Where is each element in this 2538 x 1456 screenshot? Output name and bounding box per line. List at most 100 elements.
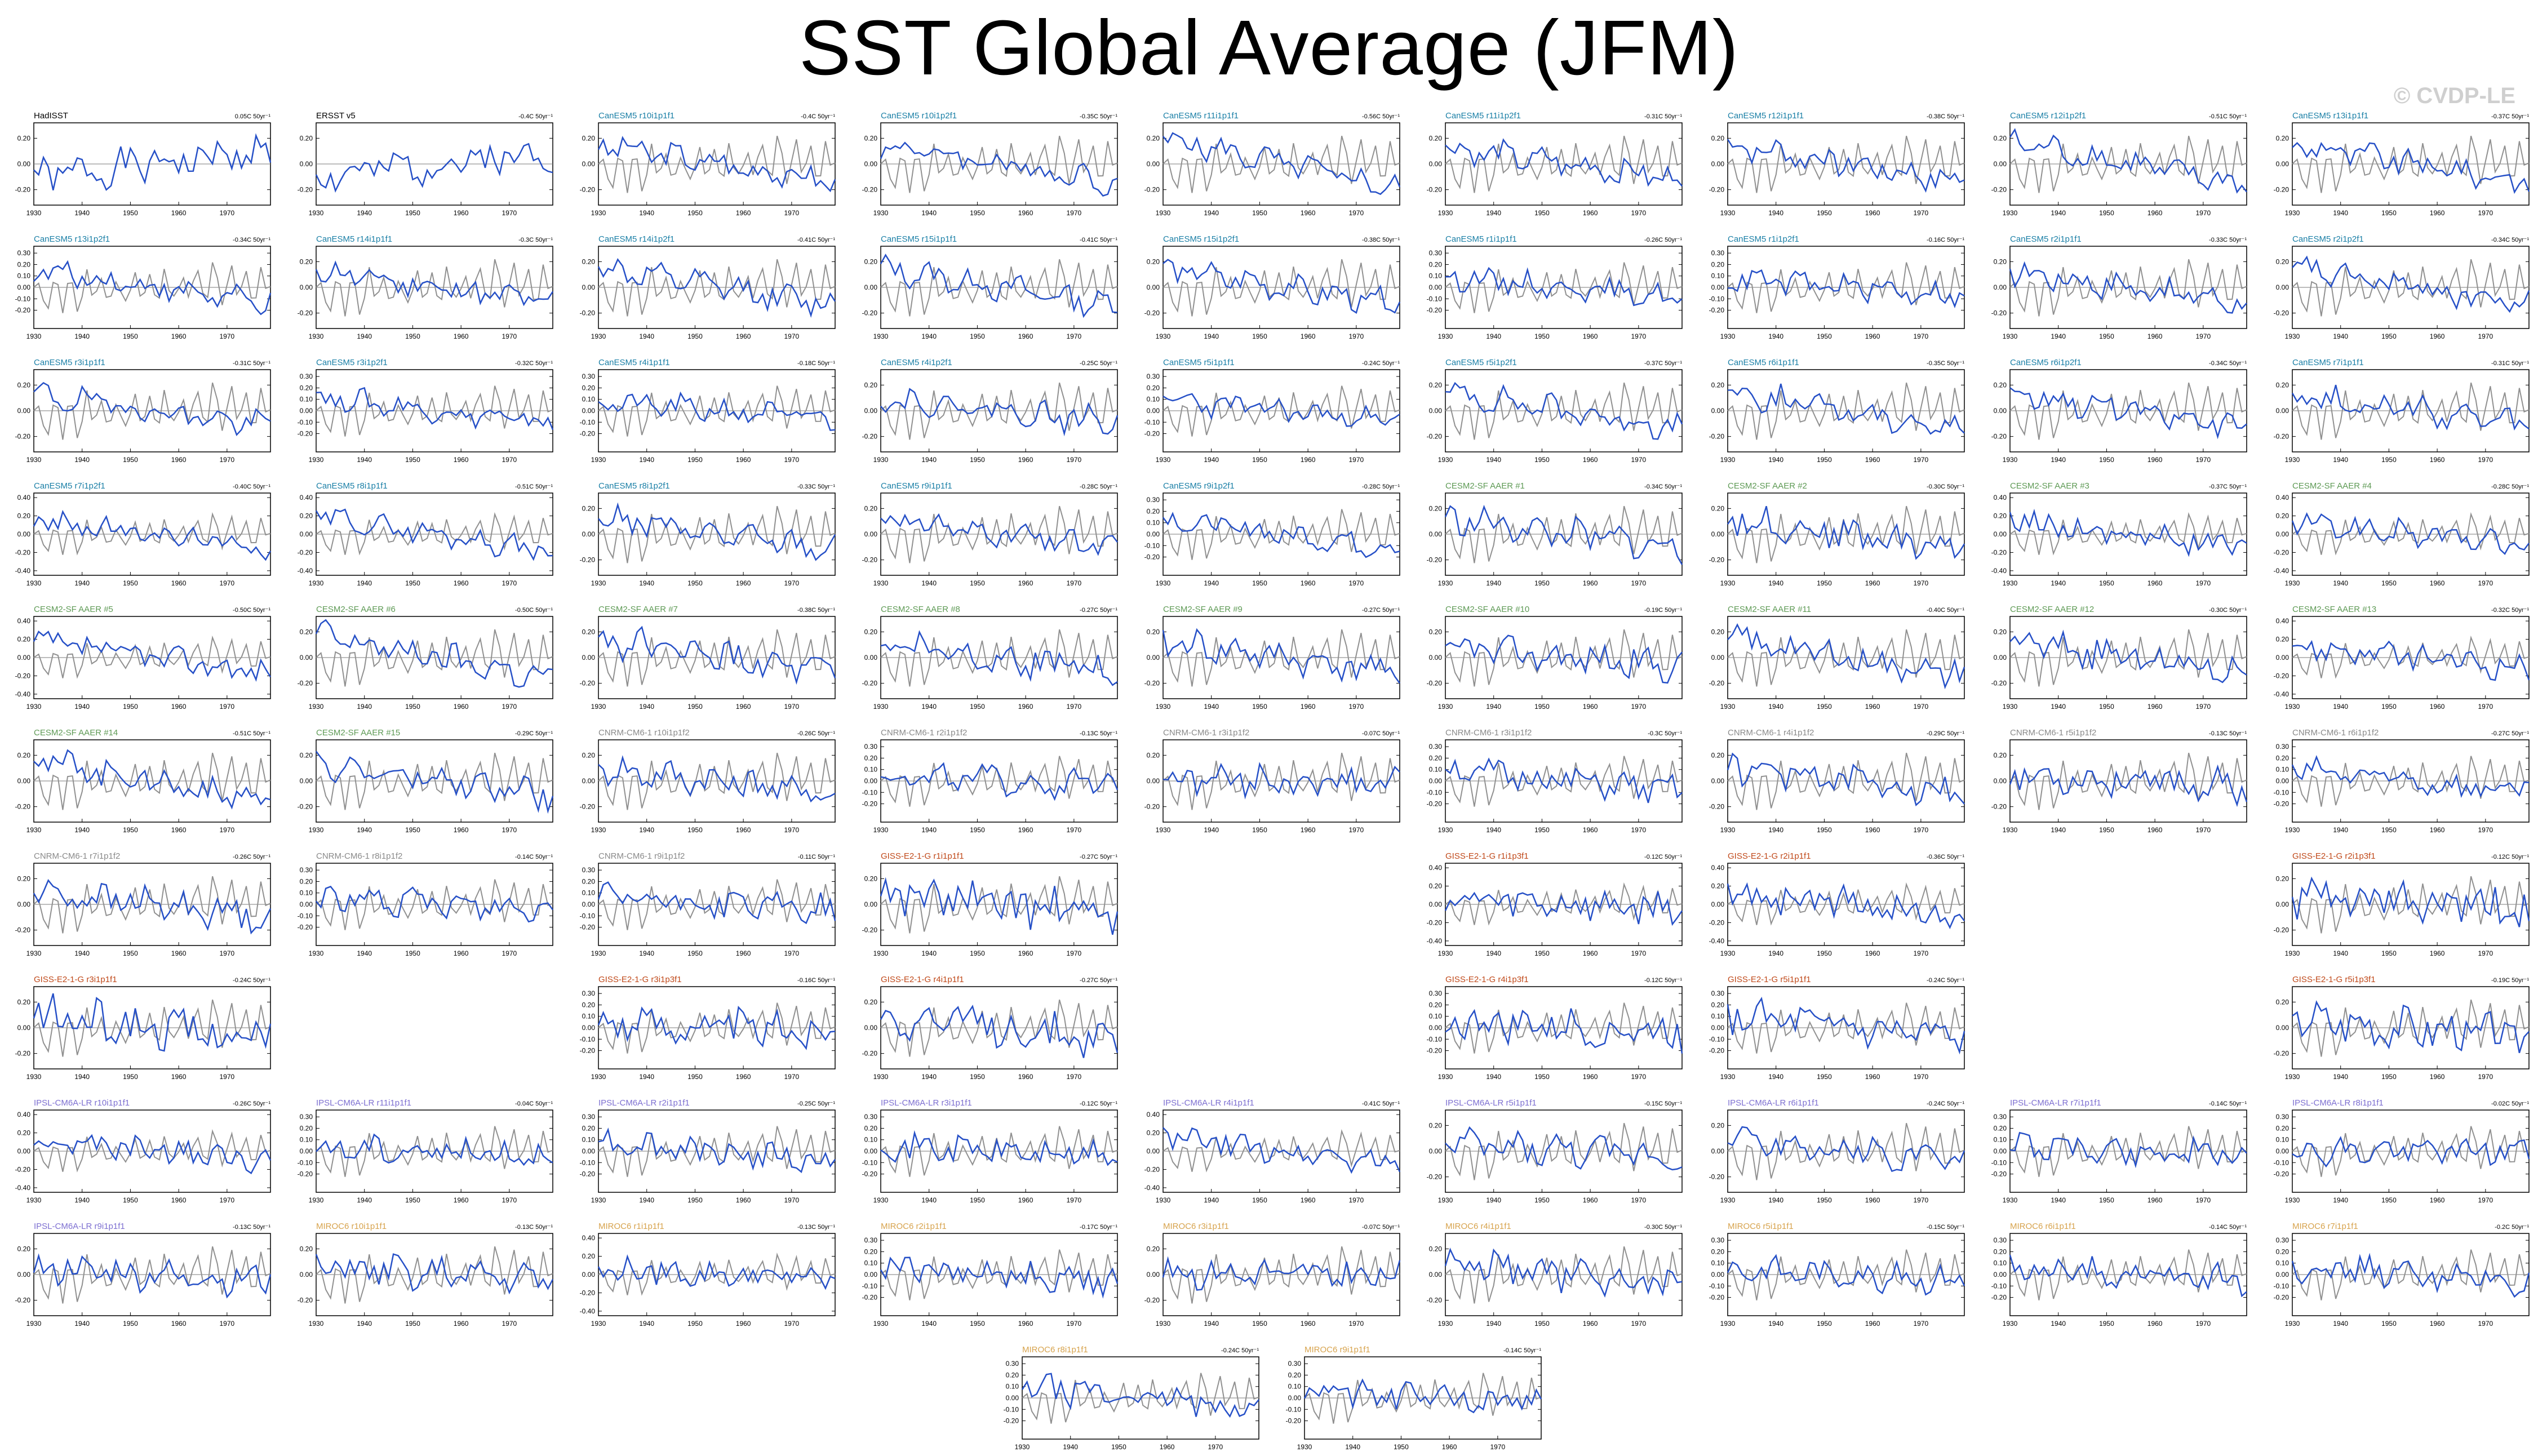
- x-tick-label: 1960: [1865, 456, 1880, 464]
- obs-series-line: [598, 135, 836, 193]
- y-tick-label: -0.20: [862, 186, 878, 194]
- y-tick-label: -0.20: [862, 1294, 878, 1302]
- x-tick-label: 1950: [687, 579, 703, 587]
- x-tick-label: 1950: [123, 826, 138, 834]
- y-tick-label: 0.20: [1147, 384, 1160, 392]
- panel-trend: -0.28C 50yr⁻¹: [1080, 483, 1117, 490]
- x-tick-label: 1960: [2430, 826, 2445, 834]
- y-tick-label: 0.00: [2276, 1147, 2289, 1155]
- timeseries-panel: CanESM5 r7i1p1f1 -0.31C 50yr⁻¹ 0.20 0.00 -0.…: [2274, 358, 2530, 464]
- y-tick-label: -0.40: [1991, 567, 2007, 575]
- y-tick-label: 0.20: [1994, 1124, 2007, 1132]
- series-line: [33, 133, 272, 191]
- y-tick-label: 0.30: [582, 1113, 596, 1121]
- y-tick-label: -0.10: [1004, 1405, 1019, 1413]
- y-tick-label: -0.20: [1991, 433, 2007, 441]
- x-tick-label: 1930: [2003, 579, 2018, 587]
- x-tick-label: 1960: [2147, 456, 2163, 464]
- y-tick-label: -0.40: [15, 690, 31, 698]
- panel-trend: -0.51C 50yr⁻¹: [2209, 113, 2247, 120]
- y-tick-label: -0.40: [2274, 690, 2289, 698]
- x-tick-label: 1940: [921, 332, 937, 340]
- panel-label: IPSL-CM6A-LR r4i1p1f1: [1163, 1098, 1254, 1108]
- panel-trend: -0.4C 50yr⁻¹: [518, 113, 553, 120]
- y-tick-label: 0.40: [1994, 494, 2007, 501]
- x-tick-label: 1930: [1438, 949, 1453, 957]
- x-tick-label: 1940: [1768, 1320, 1783, 1328]
- panel-trend: -0.31C 50yr⁻¹: [233, 360, 270, 367]
- series-line: [33, 509, 272, 561]
- x-tick-label: 1940: [74, 826, 90, 834]
- y-tick-label: -0.20: [2274, 433, 2289, 441]
- y-tick-label: -0.20: [1427, 800, 1443, 808]
- x-tick-label: 1930: [2285, 456, 2300, 464]
- obs-series-line: [1727, 382, 1965, 440]
- panel-trend: -0.17C 50yr⁻¹: [1080, 1224, 1117, 1231]
- y-tick-label: 0.00: [2276, 1271, 2289, 1279]
- x-tick-label: 1940: [357, 949, 372, 957]
- y-tick-label: -0.20: [1427, 1173, 1443, 1181]
- obs-series-line: [598, 385, 836, 437]
- panel-label: CESM2-SF AAER #5: [34, 605, 113, 614]
- x-tick-label: 1930: [1156, 579, 1171, 587]
- x-tick-label: 1970: [502, 456, 517, 464]
- obs-series-line: [33, 382, 271, 440]
- y-tick-label: 0.00: [1711, 1271, 1725, 1279]
- x-tick-label: 1970: [2478, 332, 2493, 340]
- y-tick-label: -0.20: [1144, 803, 1160, 811]
- y-tick-label: -0.10: [2274, 1282, 2289, 1290]
- x-tick-label: 1960: [2430, 1196, 2445, 1204]
- timeseries-panel: GISS-E2-1-G r4i1p3f1 -0.12C 50yr⁻¹ 0.30 0.2…: [1427, 975, 1683, 1081]
- obs-series-line: [1727, 1122, 1965, 1180]
- y-tick-label: -0.20: [2274, 548, 2289, 556]
- panel-trend: -0.24C 50yr⁻¹: [1927, 977, 1964, 984]
- y-tick-label: -0.40: [1427, 937, 1443, 945]
- x-tick-label: 1940: [639, 1073, 654, 1081]
- panel-label: IPSL-CM6A-LR r6i1p1f1: [1728, 1098, 1819, 1108]
- obs-series-line: [2009, 629, 2247, 687]
- obs-series-line: [880, 629, 1118, 687]
- x-tick-label: 1940: [1486, 209, 1501, 217]
- timeseries-panel: CNRM-CM6-1 r5i1p1f2 -0.13C 50yr⁻¹ 0.20 0.00…: [1991, 728, 2248, 834]
- panel-label: CanESM5 r2i1p2f1: [2292, 234, 2364, 244]
- x-tick-label: 1930: [1720, 456, 1736, 464]
- x-tick-label: 1930: [309, 826, 324, 834]
- x-tick-label: 1970: [2196, 826, 2211, 834]
- timeseries-panel: CanESM5 r8i1p1f1 -0.51C 50yr⁻¹ 0.40 0.20 0.0…: [298, 481, 553, 587]
- y-tick-label: -0.20: [15, 433, 31, 441]
- x-tick-label: 1960: [1301, 332, 1316, 340]
- panel-trend: -0.19C 50yr⁻¹: [1644, 607, 1682, 614]
- obs-series-line: [1162, 1246, 1400, 1304]
- timeseries-panel: CESM2-SF AAER #6 -0.50C 50yr⁻¹ 0.20 0.00 -0.…: [298, 605, 553, 711]
- x-tick-label: 1960: [2430, 456, 2445, 464]
- x-tick-label: 1940: [357, 579, 372, 587]
- x-tick-label: 1970: [1631, 826, 1647, 834]
- y-tick-label: -0.20: [862, 800, 878, 808]
- y-tick-label: 0.00: [17, 407, 31, 415]
- series-line: [1445, 381, 1683, 440]
- series-line: [1162, 512, 1400, 558]
- y-tick-label: 0.30: [17, 249, 31, 257]
- obs-series-line: [1445, 1002, 1683, 1054]
- panel-trend: -0.15C 50yr⁻¹: [1927, 1224, 1964, 1231]
- y-tick-label: 0.20: [582, 751, 596, 759]
- x-tick-label: 1960: [454, 1196, 469, 1204]
- panel-label: CESM2-SF AAER #14: [34, 728, 118, 738]
- timeseries-panel: MIROC6 r6i1p1f1 -0.14C 50yr⁻¹ 0.30 0.20 0.10…: [1991, 1222, 2247, 1328]
- series-line: [1162, 393, 1400, 427]
- y-tick-label: 0.20: [300, 877, 313, 885]
- x-tick-label: 1950: [1252, 1196, 1267, 1204]
- x-tick-label: 1960: [1018, 1196, 1033, 1204]
- series-line: [2292, 255, 2530, 313]
- timeseries-panel: CESM2-SF AAER #2 -0.30C 50yr⁻¹ 0.20 0.00 -0.…: [1709, 481, 1965, 587]
- y-tick-label: -0.20: [580, 430, 596, 438]
- x-tick-label: 1940: [921, 1320, 937, 1328]
- panel-trend: -0.38C 50yr⁻¹: [1362, 237, 1400, 243]
- x-tick-label: 1970: [1490, 1443, 1506, 1451]
- panel-label: CNRM-CM6-1 r9i1p1f2: [598, 851, 685, 861]
- y-tick-label: -0.40: [1144, 1184, 1160, 1192]
- panel-trend: -0.32C 50yr⁻¹: [2491, 607, 2529, 614]
- y-tick-label: 0.00: [864, 1024, 878, 1032]
- x-tick-label: 1930: [309, 703, 324, 711]
- x-tick-label: 1960: [2430, 579, 2445, 587]
